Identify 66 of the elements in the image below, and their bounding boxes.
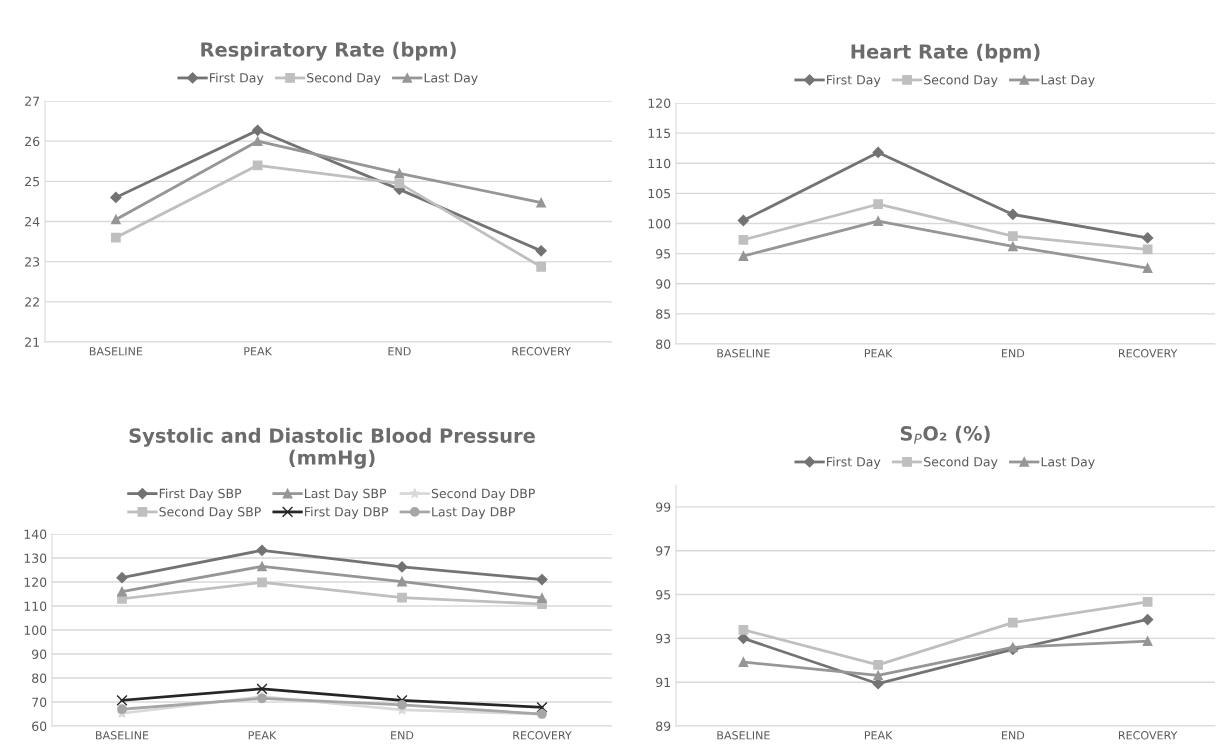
y-tick-label: 90 bbox=[656, 279, 671, 289]
legend-label: First Day bbox=[210, 72, 264, 85]
y-tick-label: 85 bbox=[656, 309, 671, 319]
x-tick-label: PEAK bbox=[864, 349, 893, 358]
x-tick-label: END bbox=[1002, 731, 1025, 740]
y-tick-label: 105 bbox=[648, 188, 671, 199]
y-tick-label: 27 bbox=[25, 96, 40, 106]
legend-label: Last Day bbox=[424, 73, 478, 85]
y-tick-label: 22 bbox=[25, 297, 39, 307]
legend-label: First Day DBP bbox=[305, 506, 389, 519]
x-tick-label: PEAK bbox=[248, 731, 277, 740]
x-tick-label: END bbox=[388, 347, 411, 356]
y-tick-label: 115 bbox=[648, 128, 671, 139]
legend-label: Last Day bbox=[1041, 75, 1095, 87]
y-tick-label: 110 bbox=[24, 601, 47, 611]
y-tick-label: 100 bbox=[24, 625, 47, 635]
y-tick-label: 24 bbox=[25, 216, 40, 227]
y-tick-label: 93 bbox=[656, 633, 671, 644]
x-tick-label: RECOVERY bbox=[513, 731, 572, 740]
y-tick-label: 91 bbox=[656, 677, 670, 688]
x-tick-label: RECOVERY bbox=[1118, 349, 1178, 358]
legend-label: Second Day DBP bbox=[431, 488, 535, 501]
y-tick-label: 95 bbox=[656, 590, 671, 600]
y-tick-label: 120 bbox=[648, 98, 671, 108]
chart-title: S$_{P}$O₂ (%) bbox=[900, 425, 990, 444]
y-tick-label: 80 bbox=[32, 673, 47, 683]
y-tick-label: 26 bbox=[25, 136, 40, 147]
legend-label: Last Day bbox=[1041, 457, 1095, 469]
y-tick-label: 99 bbox=[656, 502, 671, 512]
x-tick-label: BASELINE bbox=[717, 349, 770, 358]
legend-label: First Day SBP bbox=[159, 488, 242, 501]
y-tick-label: 60 bbox=[32, 721, 47, 731]
y-tick-label: 70 bbox=[32, 697, 47, 707]
legend-label: Second Day SBP bbox=[159, 506, 261, 519]
y-tick-label: 95 bbox=[656, 249, 671, 259]
x-tick-label: END bbox=[391, 731, 414, 740]
x-tick-label: BASELINE bbox=[717, 731, 770, 740]
x-tick-label: BASELINE bbox=[96, 731, 149, 740]
chart-title: Heart Rate (bpm) bbox=[851, 43, 1040, 63]
legend-label: Last Day SBP bbox=[305, 488, 387, 501]
legend-label: Second Day bbox=[307, 72, 381, 85]
legend-label: First Day bbox=[827, 74, 881, 87]
y-tick-label: 130 bbox=[24, 553, 47, 563]
legend-label: First Day bbox=[827, 456, 881, 469]
x-tick-label: PEAK bbox=[864, 731, 893, 740]
chart-title: Systolic and Diastolic Blood Pressure (mmHg) bbox=[129, 427, 535, 469]
y-tick-label: 25 bbox=[25, 176, 40, 187]
legend-label: Last Day DBP bbox=[432, 507, 515, 519]
x-tick-label: BASELINE bbox=[89, 347, 143, 356]
x-tick-label: PEAK bbox=[244, 347, 273, 356]
legend-label: Second Day bbox=[924, 456, 998, 469]
y-tick-label: 80 bbox=[656, 339, 671, 349]
y-tick-label: 100 bbox=[648, 218, 671, 229]
y-tick-label: 120 bbox=[24, 577, 47, 587]
x-tick-label: END bbox=[1002, 349, 1025, 358]
x-tick-label: RECOVERY bbox=[512, 347, 571, 356]
y-tick-label: 97 bbox=[656, 546, 671, 556]
y-tick-label: 90 bbox=[32, 649, 47, 659]
x-tick-label: RECOVERY bbox=[1118, 731, 1178, 740]
y-tick-label: 89 bbox=[656, 721, 671, 731]
y-tick-label: 21 bbox=[25, 337, 39, 347]
chart-title: Respiratory Rate (bpm) bbox=[201, 41, 456, 61]
y-tick-label: 23 bbox=[25, 257, 40, 267]
y-tick-label: 140 bbox=[24, 529, 47, 539]
legend-label: Second Day bbox=[924, 74, 998, 87]
y-tick-label: 110 bbox=[648, 158, 671, 169]
